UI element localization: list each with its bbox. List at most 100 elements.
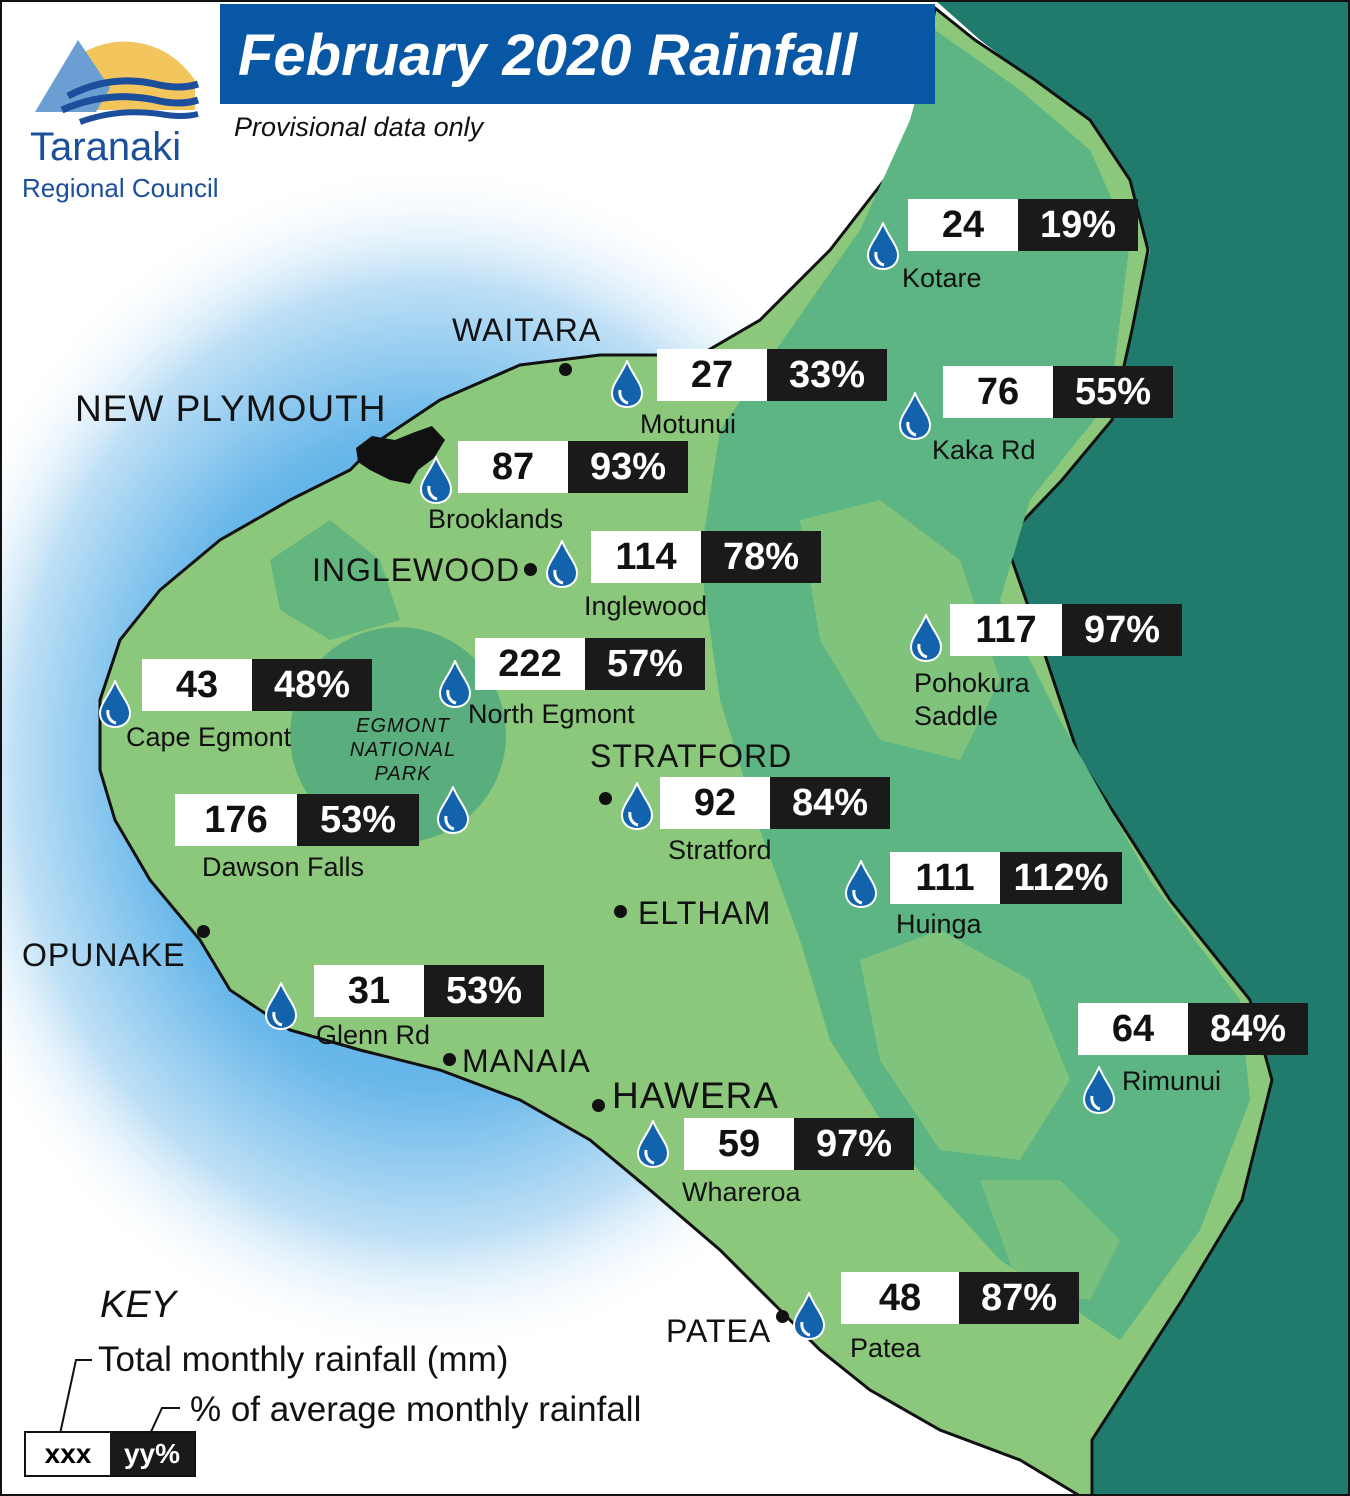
town-new-plymouth: NEW PLYMOUTH xyxy=(75,388,387,429)
rainfall-percent: 87% xyxy=(959,1272,1079,1324)
rainfall-percent: 112% xyxy=(1000,852,1122,904)
station-motunui-label: Motunui xyxy=(640,409,737,439)
town-opunake: OPUNAKE xyxy=(22,937,186,973)
raindrop-icon xyxy=(898,392,932,440)
rainfall-mm: 114 xyxy=(591,531,701,583)
rainfall-mm: 64 xyxy=(1078,1003,1188,1055)
key-sample-box: xxx yy% xyxy=(24,1431,196,1477)
town-stratford: STRATFORD xyxy=(590,738,793,774)
raindrop-icon xyxy=(909,614,943,662)
rainfall-mm: 59 xyxy=(684,1118,794,1170)
station-glenn-label: Glenn Rd xyxy=(316,1020,431,1050)
station-kotare-label: Kotare xyxy=(902,263,982,293)
station-glenn-box: 31 53% xyxy=(314,965,544,1017)
rainfall-mm: 176 xyxy=(175,794,297,846)
raindrop-icon xyxy=(98,680,132,728)
rainfall-mm: 87 xyxy=(458,441,568,493)
new-plymouth-urban xyxy=(356,426,445,484)
station-rimunui-box: 64 84% xyxy=(1078,1003,1308,1055)
logo-text-council: Regional Council xyxy=(22,173,219,203)
station-inglewood-label: Inglewood xyxy=(584,591,708,621)
station-dawson-label: Dawson Falls xyxy=(202,852,365,882)
rainfall-percent: 97% xyxy=(1062,604,1182,656)
farmland-patch xyxy=(800,500,1000,760)
town-eltham: ELTHAM xyxy=(638,895,772,931)
town-dot xyxy=(592,1099,605,1112)
town-waitara: WAITARA xyxy=(452,312,602,348)
rainfall-mm: 222 xyxy=(475,638,585,690)
eastern-sea xyxy=(935,0,1350,1496)
rainfall-mm: 111 xyxy=(890,852,1000,904)
raindrop-icon xyxy=(419,456,453,504)
station-whareroa-box: 59 97% xyxy=(684,1118,914,1170)
rainfall-mm: 31 xyxy=(314,965,424,1017)
town-patea: PATEA xyxy=(666,1313,772,1349)
rainfall-percent: 53% xyxy=(297,794,419,846)
station-stratford-box: 92 84% xyxy=(660,777,890,829)
park-extension xyxy=(270,520,400,640)
rainfall-percent: 53% xyxy=(424,965,544,1017)
raindrop-icon xyxy=(545,540,579,588)
raindrop-icon xyxy=(620,782,654,830)
station-dawson-box: 176 53% xyxy=(175,794,419,846)
station-huinga-box: 111 112% xyxy=(890,852,1122,904)
station-brooklands-label: Brooklands xyxy=(428,504,564,534)
town-dot xyxy=(776,1310,789,1323)
rainfall-percent: 93% xyxy=(568,441,688,493)
raindrop-icon xyxy=(636,1120,670,1168)
town-dot xyxy=(599,792,612,805)
rainfall-percent: 19% xyxy=(1018,199,1138,251)
station-capeegmont-label: Cape Egmont xyxy=(126,722,292,752)
logo-text-taranaki: Taranaki xyxy=(30,125,182,169)
raindrop-icon xyxy=(866,222,900,270)
station-pohokura-box: 117 97% xyxy=(950,604,1182,656)
rainfall-percent: 55% xyxy=(1053,366,1173,418)
rainfall-percent: 84% xyxy=(1188,1003,1308,1055)
raindrop-icon xyxy=(1082,1066,1116,1114)
town-dot xyxy=(443,1053,456,1066)
station-huinga-label: Huinga xyxy=(896,909,982,939)
station-northegmont-label: North Egmont xyxy=(468,699,635,729)
farmland-patch xyxy=(980,1180,1120,1300)
town-dot xyxy=(524,563,537,576)
key-rainfall-description: Total monthly rainfall (mm) xyxy=(98,1340,509,1379)
town-manaia: MANAIA xyxy=(462,1043,591,1079)
station-inglewood-box: 114 78% xyxy=(591,531,821,583)
town-dot xyxy=(614,905,627,918)
rainfall-percent: 33% xyxy=(767,349,887,401)
raindrop-icon xyxy=(792,1292,826,1340)
raindrop-icon xyxy=(438,660,472,708)
key-percent-description: % of average monthly rainfall xyxy=(190,1390,642,1429)
station-pohokura-label: Pohokura Saddle xyxy=(914,667,1030,733)
station-pohokura-label-line2: Saddle xyxy=(914,701,999,731)
station-kaka-box: 76 55% xyxy=(943,366,1173,418)
key-sample-percent: yy% xyxy=(110,1433,194,1475)
raindrop-icon xyxy=(610,360,644,408)
station-pohokura-label-line1: Pohokura xyxy=(914,668,1030,698)
park-label: EGMONT NATIONAL PARK xyxy=(338,714,468,786)
station-rimunui-label: Rimunui xyxy=(1122,1066,1222,1096)
station-kaka-label: Kaka Rd xyxy=(932,435,1036,465)
map-title: February 2020 Rainfall xyxy=(238,23,857,88)
title-bar xyxy=(215,4,935,104)
rainfall-percent: 57% xyxy=(585,638,705,690)
rainfall-mm: 27 xyxy=(657,349,767,401)
town-inglewood: INGLEWOOD xyxy=(312,552,521,588)
key-title: KEY xyxy=(100,1284,177,1326)
station-stratford-label: Stratford xyxy=(668,835,772,865)
key-sample-mm: xxx xyxy=(26,1433,110,1475)
station-patea-label: Patea xyxy=(850,1333,921,1363)
station-capeegmont-box: 43 48% xyxy=(142,659,372,711)
rainfall-mm: 92 xyxy=(660,777,770,829)
station-kotare-box: 24 19% xyxy=(908,199,1138,251)
farmland-patch xyxy=(860,930,1070,1160)
mountain-wave-logo-icon xyxy=(0,0,220,140)
station-whareroa-label: Whareroa xyxy=(682,1177,801,1207)
rainfall-percent: 97% xyxy=(794,1118,914,1170)
town-dot xyxy=(197,925,210,938)
park-label-line: EGMONT xyxy=(356,715,450,737)
rainfall-mm: 48 xyxy=(841,1272,959,1324)
park-label-line: NATIONAL xyxy=(349,739,457,761)
